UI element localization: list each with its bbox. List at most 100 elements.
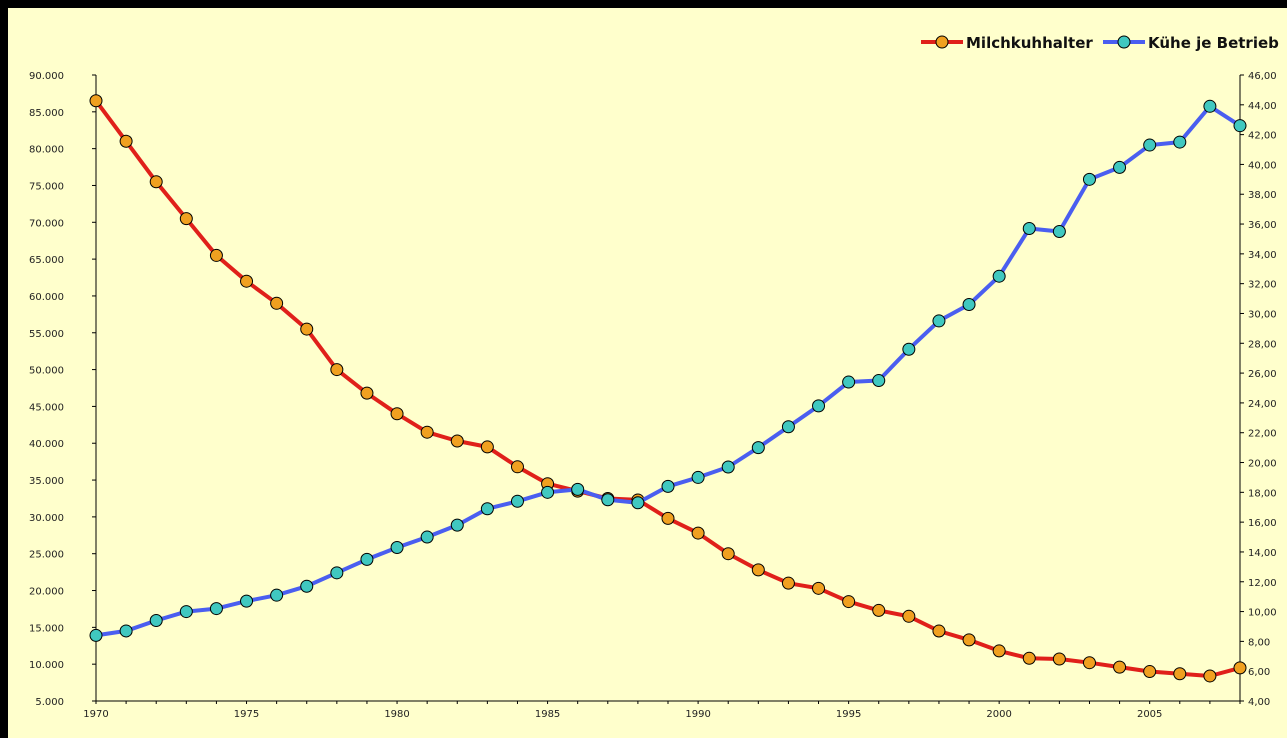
right-tick-label: 36,00: [1248, 220, 1277, 231]
data-point-milchkuhhalter: [179, 212, 193, 226]
chart: 5.000 10.000 15.000 20.000 25.000 30.000 35.00…: [29, 34, 1279, 720]
left-tick-label: 40.000: [29, 439, 64, 450]
data-point-kuehe-je-betrieb: [480, 502, 494, 516]
right-tick-label: 30,00: [1248, 309, 1277, 320]
data-point-kuehe-je-betrieb: [601, 493, 615, 507]
right-tick-label: 18,00: [1248, 488, 1277, 499]
left-tick-label: 50.000: [29, 366, 64, 377]
data-point-kuehe-je-betrieb: [1143, 138, 1157, 152]
data-point-milchkuhhalter: [390, 407, 404, 421]
right-tick-label: 10,00: [1248, 608, 1277, 619]
data-point-kuehe-je-betrieb: [631, 496, 645, 510]
right-tick-label: 32,00: [1248, 280, 1277, 291]
x-tick-label: 2005: [1137, 709, 1162, 720]
left-tick-label: 65.000: [29, 255, 64, 266]
data-point-kuehe-je-betrieb: [902, 342, 916, 356]
data-point-kuehe-je-betrieb: [691, 470, 705, 484]
data-point-milchkuhhalter: [661, 511, 675, 525]
right-tick-label: 16,00: [1248, 518, 1277, 529]
data-point-kuehe-je-betrieb: [842, 375, 856, 389]
data-point-milchkuhhalter: [360, 386, 374, 400]
right-tick-label: 46,00: [1248, 71, 1277, 82]
data-point-kuehe-je-betrieb: [179, 605, 193, 619]
x-tick-label: 1970: [83, 709, 108, 720]
data-point-kuehe-je-betrieb: [1113, 160, 1127, 174]
right-tick-label: 20,00: [1248, 459, 1277, 470]
left-tick-label: 60.000: [29, 292, 64, 303]
data-point-milchkuhhalter: [872, 603, 886, 617]
left-tick-label: 55.000: [29, 329, 64, 340]
data-point-milchkuhhalter: [330, 363, 344, 377]
data-point-kuehe-je-betrieb: [510, 494, 524, 508]
data-point-milchkuhhalter: [932, 624, 946, 638]
left-tick-label: 35.000: [29, 476, 64, 487]
left-tick-label: 85.000: [29, 108, 64, 119]
left-tick-label: 5.000: [35, 697, 64, 708]
data-point-kuehe-je-betrieb: [240, 594, 254, 608]
data-point-milchkuhhalter: [751, 563, 765, 577]
left-tick-label: 75.000: [29, 181, 64, 192]
data-point-kuehe-je-betrieb: [872, 374, 886, 388]
data-point-milchkuhhalter: [420, 425, 434, 439]
data-point-milchkuhhalter: [480, 440, 494, 454]
data-point-kuehe-je-betrieb: [1052, 225, 1066, 238]
left-tick-label: 15.000: [29, 623, 64, 634]
x-tick-label: 1985: [535, 709, 560, 720]
data-point-kuehe-je-betrieb: [661, 479, 675, 493]
data-point-kuehe-je-betrieb: [450, 518, 464, 532]
data-point-milchkuhhalter: [1233, 661, 1247, 675]
x-tick-label: 1975: [234, 709, 259, 720]
data-point-milchkuhhalter: [510, 460, 524, 474]
data-point-kuehe-je-betrieb: [270, 588, 284, 602]
right-tick-label: 24,00: [1248, 399, 1277, 410]
data-point-milchkuhhalter: [450, 434, 464, 448]
data-point-kuehe-je-betrieb: [1173, 135, 1187, 149]
data-point-kuehe-je-betrieb: [360, 552, 374, 566]
data-point-kuehe-je-betrieb: [300, 579, 314, 593]
data-point-milchkuhhalter: [119, 134, 133, 148]
data-point-milchkuhhalter: [149, 175, 163, 189]
data-point-milchkuhhalter: [270, 296, 284, 310]
data-point-milchkuhhalter: [1082, 656, 1096, 670]
data-point-milchkuhhalter: [842, 595, 856, 609]
data-point-milchkuhhalter: [721, 547, 735, 561]
data-point-milchkuhhalter: [1052, 652, 1066, 666]
data-point-milchkuhhalter: [1173, 667, 1187, 681]
right-tick-label: 8,00: [1248, 637, 1270, 648]
left-tick-label: 30.000: [29, 513, 64, 524]
right-tick-label: 34,00: [1248, 250, 1277, 261]
right-tick-label: 22,00: [1248, 429, 1277, 440]
axes: [95, 75, 1241, 702]
data-point-kuehe-je-betrieb: [932, 314, 946, 328]
x-tick-label: 1980: [384, 709, 409, 720]
x-tick-label: 2000: [986, 709, 1011, 720]
data-point-kuehe-je-betrieb: [420, 530, 434, 544]
series-line-kuehe-je-betrieb: [95, 104, 1242, 638]
right-tick-label: 40,00: [1248, 160, 1277, 171]
x-axis-ticks: 1970 1975 1980 1985 1990 1995 2000 2005: [83, 701, 1241, 720]
right-tick-label: 28,00: [1248, 339, 1277, 350]
data-point-kuehe-je-betrieb: [209, 602, 223, 616]
data-point-kuehe-je-betrieb: [571, 482, 585, 496]
x-tick-label: 1990: [685, 709, 710, 720]
legend-marker-kuehe-je-betrieb: [1117, 35, 1131, 49]
right-tick-label: 26,00: [1248, 369, 1277, 380]
left-tick-label: 25.000: [29, 550, 64, 561]
data-point-milchkuhhalter: [902, 609, 916, 623]
data-point-kuehe-je-betrieb: [751, 441, 765, 455]
legend-label-milchkuhhalter: Milchkuhhalter: [966, 34, 1093, 52]
left-axis-ticks: 5.000 10.000 15.000 20.000 25.000 30.000 35.00…: [29, 71, 96, 708]
data-point-kuehe-je-betrieb: [1233, 119, 1247, 133]
data-point-kuehe-je-betrieb: [781, 420, 795, 434]
data-point-milchkuhhalter: [209, 248, 223, 262]
left-tick-label: 10.000: [29, 660, 64, 671]
data-point-milchkuhhalter: [992, 644, 1006, 658]
right-tick-label: 14,00: [1248, 548, 1277, 559]
data-point-kuehe-je-betrieb: [119, 624, 133, 638]
right-tick-label: 42,00: [1248, 131, 1277, 142]
data-point-milchkuhhalter: [781, 576, 795, 590]
left-tick-label: 20.000: [29, 587, 64, 598]
series-line-milchkuhhalter: [94, 99, 1241, 678]
right-tick-label: 44,00: [1248, 101, 1277, 112]
